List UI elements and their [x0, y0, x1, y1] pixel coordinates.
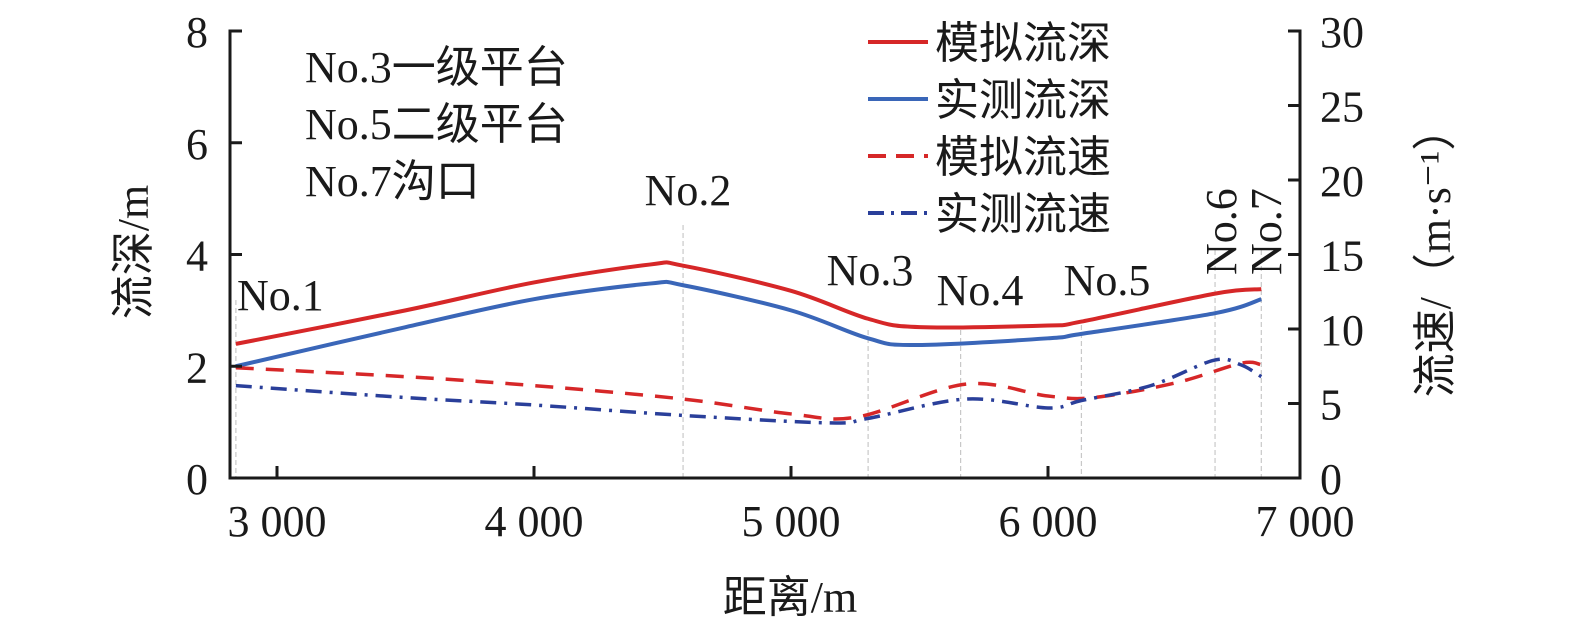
series-line-2	[235, 279, 1262, 369]
station-label: No.1	[237, 271, 324, 320]
legend-label: 模拟流速	[935, 133, 1111, 182]
axis-frame	[228, 29, 1302, 480]
x-tick-label: 4 000	[485, 497, 584, 546]
y2-tick-label: 20	[1320, 157, 1364, 206]
series-lines	[235, 260, 1263, 425]
y-tick-label: 4	[186, 232, 208, 281]
y2-tick-label: 30	[1320, 8, 1364, 57]
station-label: No.5	[1064, 256, 1151, 305]
note-text: No.5二级平台	[305, 100, 568, 149]
station-markers: No.1 No.2 No.3 No.4 No.5 No.6No.7	[235, 166, 1291, 478]
x-tick-label: 5 000	[742, 497, 841, 546]
x-tick-label: 3 000	[228, 497, 327, 546]
x-tick-label: 7 000	[1256, 497, 1355, 546]
station-label: No.7	[1242, 188, 1291, 275]
y-tick-label: 0	[186, 455, 208, 504]
x-axis-label: 距离/m	[723, 573, 857, 622]
y2-tick-label: 0	[1320, 455, 1342, 504]
y2-tick-label: 5	[1320, 381, 1342, 430]
legend-label: 模拟流深	[935, 19, 1111, 68]
notes-box: No.3一级平台 No.5二级平台 No.7沟口	[305, 43, 568, 206]
x-tick-label: 6 000	[999, 497, 1098, 546]
station-label: No.6	[1197, 188, 1246, 275]
y2-axis-label: 流速/（m·s⁻¹）	[1411, 107, 1460, 398]
legend-label: 实测流速	[935, 190, 1111, 239]
station-label: No.3	[827, 246, 914, 295]
note-text: No.3一级平台	[305, 43, 568, 92]
station-label: No.2	[645, 166, 732, 215]
axes: 3 000 4 000 5 000 6 000 7 000024680510152025…	[186, 8, 1364, 546]
note-text: No.7沟口	[305, 157, 480, 206]
series-line-1	[235, 260, 1262, 346]
y-tick-label: 2	[186, 343, 208, 392]
series-line-3	[235, 360, 1262, 421]
y-tick-label: 6	[186, 120, 208, 169]
y2-tick-label: 15	[1320, 232, 1364, 281]
y2-tick-label: 10	[1320, 306, 1364, 355]
series-line-4	[235, 357, 1263, 425]
y-tick-label: 8	[186, 8, 208, 57]
y2-tick-label: 25	[1320, 83, 1364, 132]
legend-label: 实测流深	[935, 76, 1111, 125]
station-label: No.4	[937, 266, 1024, 315]
y-axis-label: 流深/m	[109, 185, 158, 319]
